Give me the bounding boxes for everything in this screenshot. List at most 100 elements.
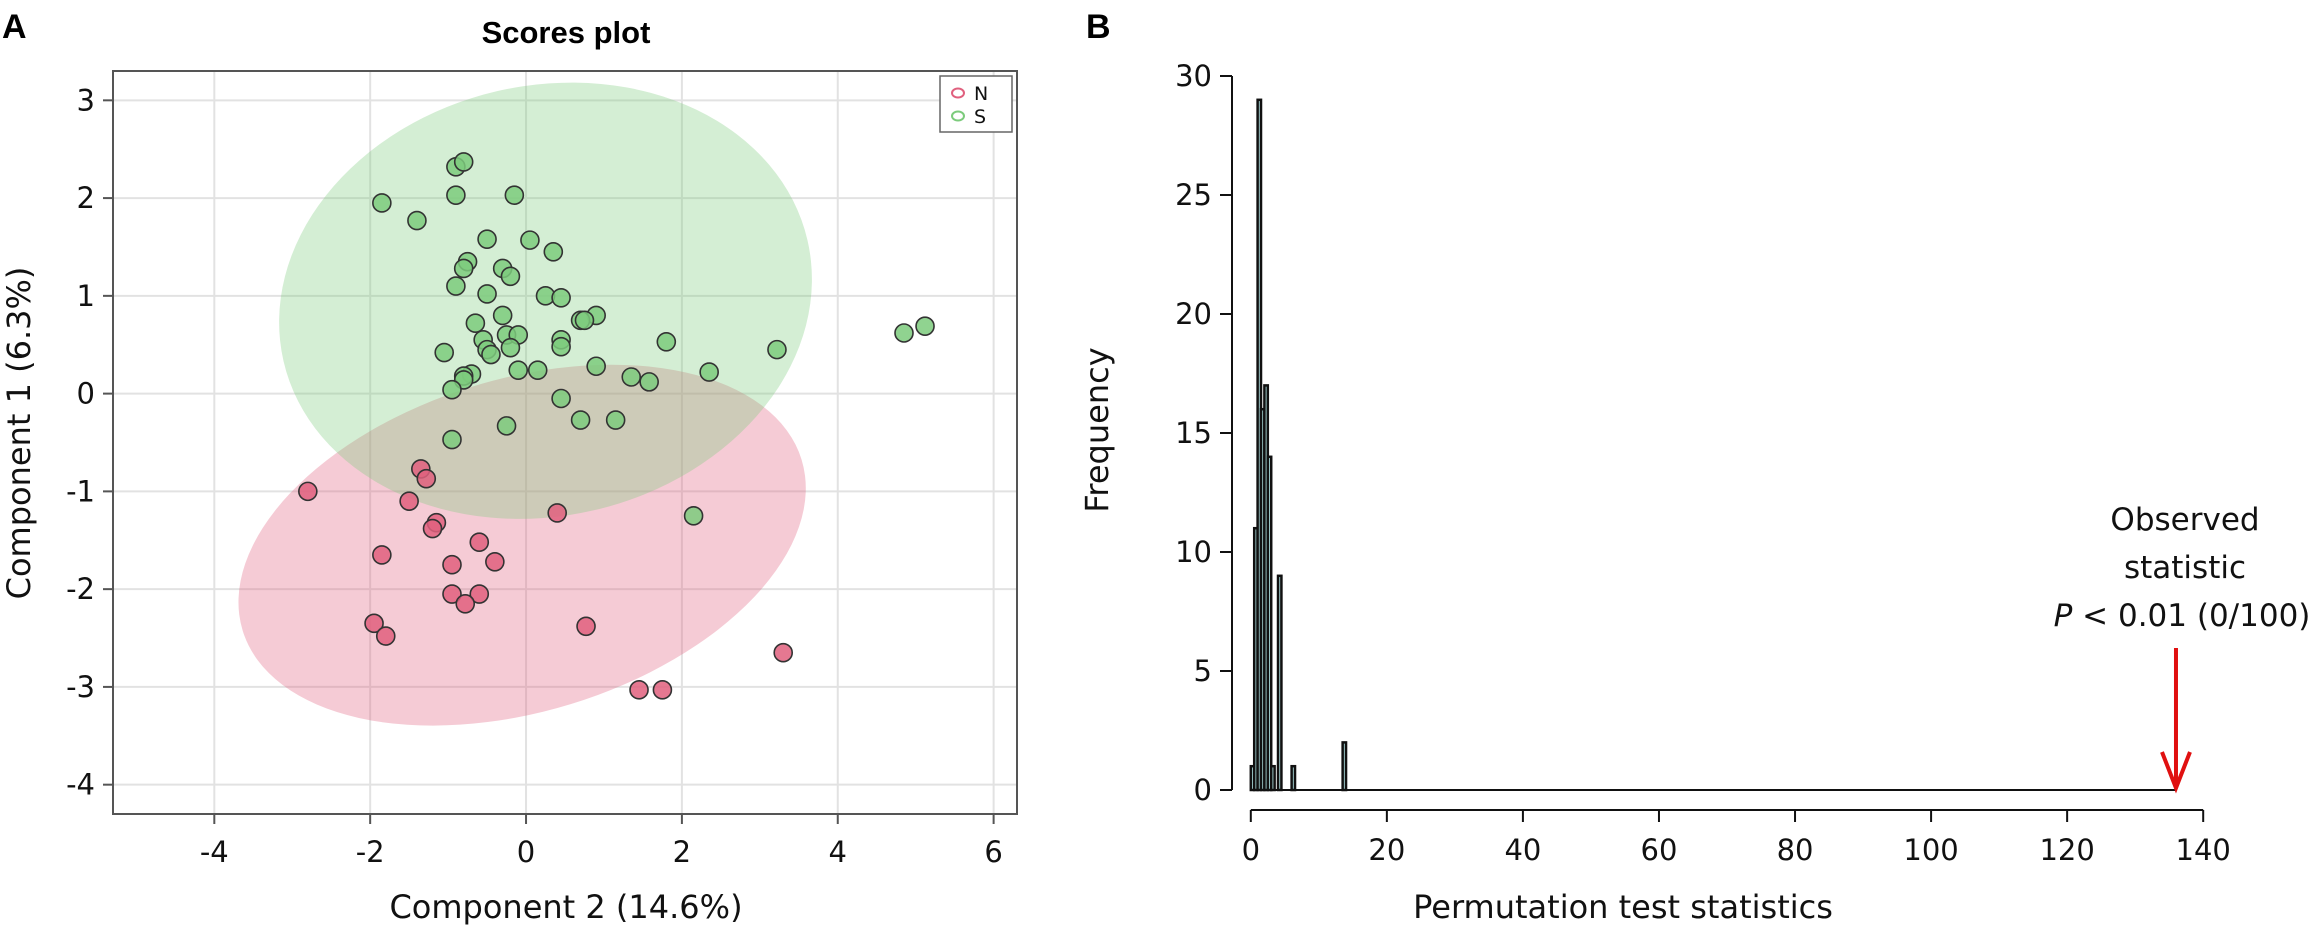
p-value-text: < 0.01 (0/100) xyxy=(2072,598,2310,634)
data-point-n xyxy=(399,491,419,511)
data-point-s xyxy=(442,379,462,400)
scores-plot-ylabel: Component 1 (6.3%) xyxy=(0,267,38,600)
x-tick-label: 0 xyxy=(1242,833,1260,867)
data-point-n xyxy=(442,584,462,604)
x-tick-label: 100 xyxy=(1903,833,1958,867)
data-point-s xyxy=(434,342,455,363)
panel-a-letter: A xyxy=(2,8,27,46)
y-tick-label: 10 xyxy=(1175,535,1212,569)
data-point-n xyxy=(422,518,443,539)
data-point-s xyxy=(683,506,704,526)
y-tick-label: 0 xyxy=(1194,773,1212,807)
y-tick-label: -4 xyxy=(66,768,95,802)
histogram-bar xyxy=(1276,574,1283,792)
y-tick-label: -3 xyxy=(66,670,95,704)
y-tick-label: -1 xyxy=(66,474,95,508)
p-value-label: P < 0.01 (0/100) xyxy=(2054,598,2311,634)
x-tick-label: -2 xyxy=(356,835,385,869)
histogram-bar xyxy=(1266,455,1273,792)
x-tick-label: 80 xyxy=(1777,833,1814,867)
x-tick-label: 4 xyxy=(829,835,847,869)
data-point-s xyxy=(496,416,517,436)
data-point-s xyxy=(894,323,914,343)
data-point-n xyxy=(375,626,396,646)
data-point-n xyxy=(455,594,476,614)
legend-box xyxy=(939,75,1013,133)
data-point-s xyxy=(442,429,462,450)
data-point-s xyxy=(446,185,466,205)
scores-plot-title: Scores plot xyxy=(482,15,651,50)
data-point-s xyxy=(481,344,501,365)
data-point-s xyxy=(453,258,474,279)
data-point-s xyxy=(767,339,787,360)
x-tick-label: 20 xyxy=(1368,833,1405,867)
data-point-s xyxy=(508,360,529,380)
data-point-s xyxy=(500,266,521,287)
observed-statistic-arrow xyxy=(2160,648,2192,794)
y-tick-label: 5 xyxy=(1194,654,1212,688)
data-point-s xyxy=(586,356,606,377)
y-tick-label: 0 xyxy=(77,377,95,411)
histogram-axes: 0 5 10 15 20 25 30 0 20 40 60 80 100 120 140 xyxy=(1175,59,2231,867)
data-point-s xyxy=(551,336,571,357)
permutation-histogram: 0 5 10 15 20 25 30 0 20 40 60 80 100 120 140 xyxy=(1175,59,2231,867)
y-tick-label: 20 xyxy=(1175,297,1212,331)
data-point-s xyxy=(543,242,564,262)
y-tick-label: -2 xyxy=(66,572,95,606)
data-point-s xyxy=(465,313,486,334)
x-tick-label: 2 xyxy=(673,835,691,869)
data-point-s xyxy=(570,410,591,430)
y-tick-label: 15 xyxy=(1175,416,1212,450)
y-tick-label: 25 xyxy=(1175,178,1212,212)
data-point-s xyxy=(699,362,719,382)
scores-plot-grid xyxy=(113,71,1017,814)
data-point-s xyxy=(574,310,595,331)
y-tick-label: 1 xyxy=(77,279,95,313)
data-point-s xyxy=(605,410,626,430)
data-point-n xyxy=(547,503,568,523)
x-tick-label: -4 xyxy=(200,835,229,869)
x-tick-label: 60 xyxy=(1641,833,1678,867)
data-point-s xyxy=(639,372,659,392)
scores-plot-xlabel: Component 2 (14.6%) xyxy=(389,888,742,926)
data-point-n xyxy=(372,545,392,565)
x-tick-label: 0 xyxy=(517,835,535,869)
scores-plot-ellipses xyxy=(238,82,812,726)
data-point-s xyxy=(453,152,474,172)
scores-plot-points xyxy=(298,152,935,700)
x-tick-label: 40 xyxy=(1504,833,1541,867)
data-point-n xyxy=(576,616,596,637)
data-point-n xyxy=(416,468,437,489)
data-point-n xyxy=(364,613,384,634)
data-point-n xyxy=(298,481,318,502)
data-point-n xyxy=(485,551,505,572)
x-tick-label: 120 xyxy=(2039,833,2094,867)
data-point-s xyxy=(520,230,540,250)
legend-label-s: S xyxy=(974,106,986,128)
histogram-bar xyxy=(1290,764,1297,792)
data-point-s xyxy=(551,288,571,308)
data-point-s xyxy=(477,229,497,249)
data-point-s xyxy=(656,332,677,352)
data-point-n xyxy=(442,554,462,575)
data-point-n xyxy=(773,642,794,663)
data-point-s xyxy=(446,276,466,296)
histogram-bars xyxy=(1249,98,1348,792)
data-point-s xyxy=(492,305,513,326)
data-point-s xyxy=(621,367,642,387)
data-point-s xyxy=(372,193,392,213)
p-symbol: P xyxy=(2054,598,2073,634)
data-point-s xyxy=(504,185,525,205)
data-point-s xyxy=(915,316,935,336)
x-tick-label: 140 xyxy=(2176,833,2231,867)
histogram-xlabel: Permutation test statistics xyxy=(1413,888,1833,926)
observed-label-line1: Observed xyxy=(2110,502,2259,538)
data-point-n xyxy=(652,680,673,700)
scores-plot-legend: N S xyxy=(939,75,1013,133)
scores-plot: -4 -2 0 2 4 6 -4 -3 -2 -1 0 1 2 3 N S xyxy=(66,70,1018,869)
data-point-s xyxy=(527,360,548,380)
data-point-s xyxy=(500,337,521,358)
y-tick-label: 3 xyxy=(77,83,95,117)
legend-label-n: N xyxy=(974,83,988,105)
